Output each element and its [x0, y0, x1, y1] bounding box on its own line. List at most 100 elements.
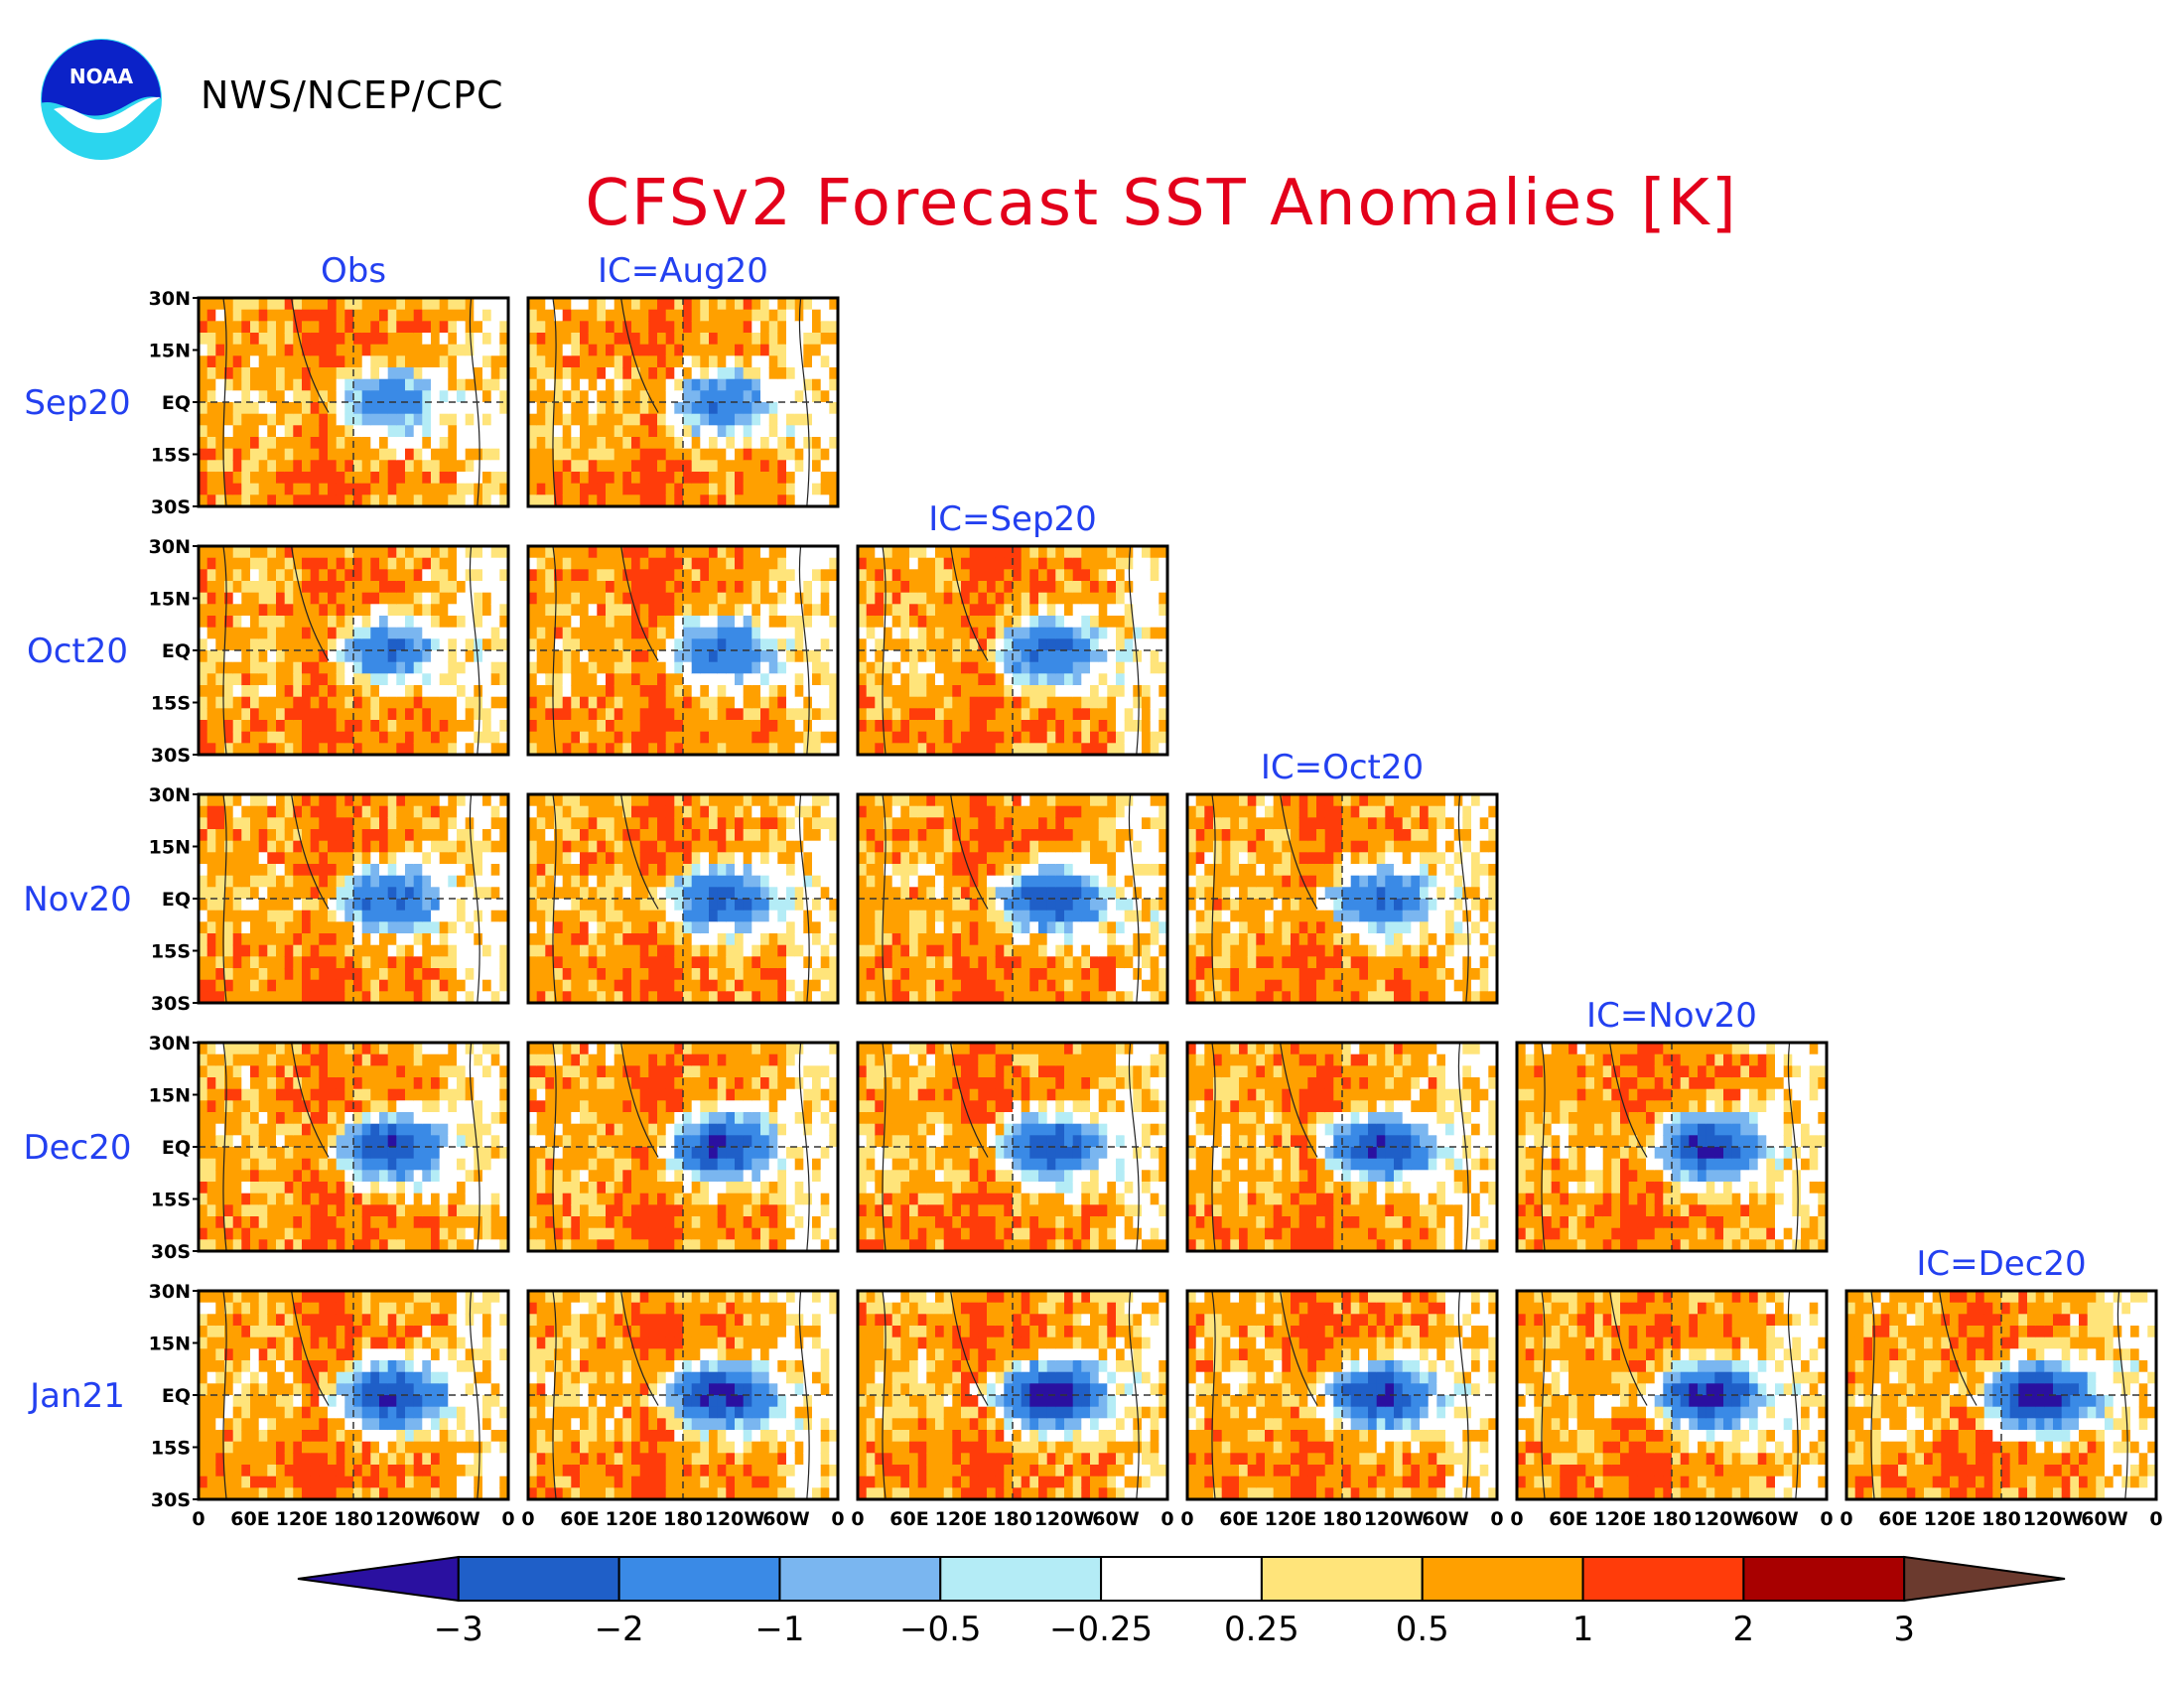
anomaly-cell	[448, 581, 458, 594]
anomaly-cell	[562, 437, 572, 450]
anomaly-cell	[562, 875, 572, 888]
anomaly-cell	[448, 696, 458, 709]
anomaly-cell	[379, 864, 389, 877]
anomaly-cell	[743, 794, 752, 807]
anomaly-cell	[700, 355, 710, 368]
anomaly-cell	[276, 378, 286, 391]
anomaly-cell	[768, 309, 778, 322]
anomaly-cell	[858, 546, 868, 559]
anomaly-cell	[562, 367, 572, 380]
anomaly-cell	[665, 627, 675, 639]
anomaly-cell	[786, 933, 796, 946]
anomaly-cell	[768, 805, 778, 818]
row-label-oct20: Oct20	[27, 632, 128, 671]
anomaly-cell	[206, 991, 216, 1004]
anomaly-cell	[267, 817, 277, 830]
anomaly-cell	[735, 921, 745, 934]
anomaly-cell	[336, 921, 345, 934]
anomaly-cell	[284, 887, 294, 900]
anomaly-cell	[909, 968, 919, 981]
anomaly-cell	[884, 650, 893, 663]
anomaly-cell	[726, 864, 736, 877]
anomaly-cell	[1133, 581, 1143, 594]
anomaly-cell	[829, 627, 839, 639]
anomaly-cell	[536, 627, 546, 639]
anomaly-cell	[571, 494, 581, 507]
anomaly-cell	[760, 661, 770, 674]
anomaly-cell	[709, 956, 719, 969]
anomaly-cell	[413, 333, 423, 346]
anomaly-cell	[232, 367, 242, 380]
anomaly-cell	[691, 390, 701, 403]
anomaly-cell	[199, 968, 208, 981]
anomaly-cell	[803, 557, 813, 570]
anomaly-cell	[224, 437, 234, 450]
anomaly-cell	[858, 933, 868, 946]
anomaly-cell	[319, 402, 329, 415]
anomaly-cell	[978, 638, 988, 651]
anomaly-cell	[580, 378, 590, 391]
anomaly-cell	[917, 910, 927, 922]
anomaly-cell	[276, 298, 286, 311]
anomaly-cell	[1004, 708, 1014, 721]
anomaly-cell	[588, 344, 598, 356]
anomaly-cell	[448, 321, 458, 334]
anomaly-cell	[250, 910, 260, 922]
anomaly-cell	[648, 933, 658, 946]
anomaly-cell	[431, 840, 441, 853]
anomaly-cell	[588, 944, 598, 957]
anomaly-cell	[1021, 627, 1030, 639]
anomaly-cell	[258, 355, 268, 368]
anomaly-cell	[665, 402, 675, 415]
anomaly-cell	[884, 581, 893, 594]
anomaly-cell	[490, 483, 500, 495]
anomaly-cell	[717, 829, 727, 842]
anomaly-cell	[353, 569, 363, 582]
anomaly-cell	[803, 367, 813, 380]
anomaly-cell	[622, 979, 632, 992]
anomaly-cell	[657, 933, 667, 946]
anomaly-cell	[528, 979, 538, 992]
anomaly-cell	[490, 817, 500, 830]
anomaly-cell	[482, 650, 492, 663]
anomaly-cell	[554, 344, 564, 356]
anomaly-cell	[422, 887, 432, 900]
anomaly-cell	[657, 720, 667, 733]
anomaly-cell	[648, 546, 658, 559]
anomaly-cell	[267, 650, 277, 663]
anomaly-cell	[302, 460, 312, 473]
anomaly-cell	[674, 460, 684, 473]
anomaly-cell	[293, 944, 303, 957]
anomaly-cell	[726, 887, 736, 900]
anomaly-cell	[448, 864, 458, 877]
anomaly-cell	[361, 696, 371, 709]
anomaly-cell	[829, 991, 839, 1004]
anomaly-cell	[926, 887, 936, 900]
anomaly-cell	[482, 355, 492, 368]
anomaly-cell	[474, 437, 483, 450]
anomaly-cell	[1021, 638, 1030, 651]
anomaly-cell	[1013, 921, 1023, 934]
anomaly-cell	[232, 673, 242, 686]
anomaly-cell	[413, 696, 423, 709]
y-tick-label: EQ	[162, 889, 191, 911]
anomaly-cell	[580, 899, 590, 912]
anomaly-cell	[267, 673, 277, 686]
anomaly-cell	[465, 794, 475, 807]
anomaly-cell	[786, 309, 796, 322]
anomaly-cell	[528, 616, 538, 629]
anomaly-cell	[405, 899, 415, 912]
anomaly-cell	[536, 425, 546, 438]
anomaly-cell	[597, 592, 607, 605]
anomaly-cell	[422, 817, 432, 830]
anomaly-cell	[1004, 731, 1014, 744]
anomaly-cell	[858, 720, 868, 733]
anomaly-cell	[735, 875, 745, 888]
anomaly-cell	[1038, 696, 1048, 709]
anomaly-cell	[803, 673, 813, 686]
anomaly-cell	[943, 887, 953, 900]
anomaly-cell	[482, 604, 492, 617]
anomaly-cell	[545, 887, 555, 900]
anomaly-cell	[439, 367, 449, 380]
anomaly-cell	[580, 829, 590, 842]
